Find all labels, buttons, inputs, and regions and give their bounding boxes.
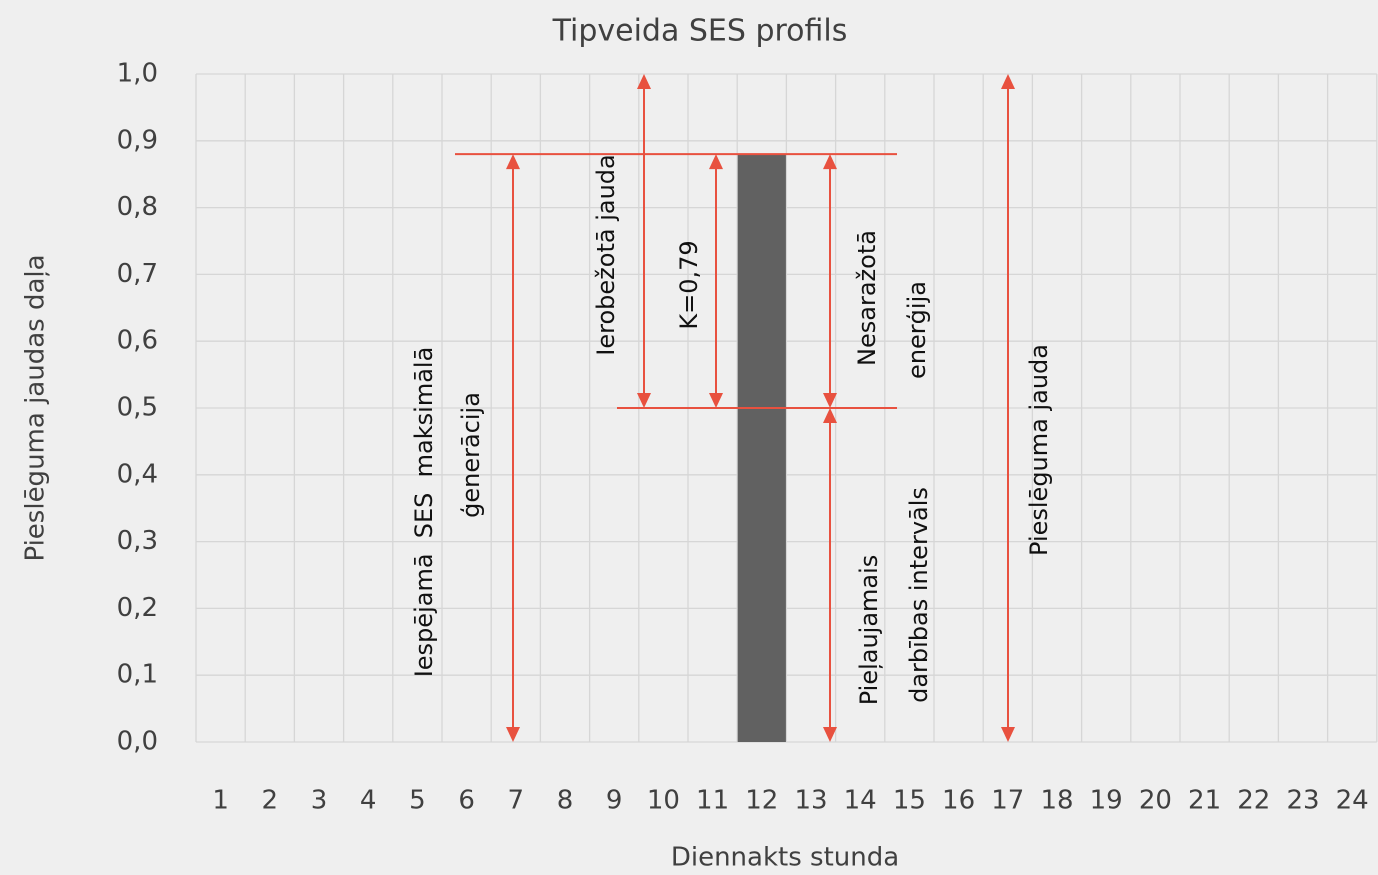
y-tick-label: 0,3 [117, 526, 158, 556]
y-tick-label: 0,2 [117, 593, 158, 623]
x-tick-label: 5 [409, 786, 426, 816]
arrowhead [506, 727, 520, 742]
arrowhead [637, 74, 651, 89]
y-tick-label: 0,1 [117, 660, 158, 690]
x-tick-label: 23 [1286, 786, 1319, 816]
x-tick-label: 8 [557, 786, 574, 816]
x-tick-label: 6 [458, 786, 475, 816]
x-axis-title: Diennakts stunda [671, 843, 899, 873]
y-tick-label: 0,6 [117, 326, 158, 356]
arrowhead [823, 393, 837, 408]
annotation-text: ģenerācija [457, 392, 485, 518]
annotation-text: Ierobežotā jauda [592, 154, 620, 355]
arrowhead [823, 727, 837, 742]
x-tick-label: 14 [844, 786, 877, 816]
x-tick-label: 21 [1188, 786, 1221, 816]
y-tick-label: 0,7 [117, 259, 158, 289]
chart-title: Tipveida SES profils [552, 14, 848, 49]
x-tick-label: 11 [696, 786, 729, 816]
arrowhead [709, 154, 723, 170]
x-tick-label: 2 [262, 786, 279, 816]
x-tick-label: 15 [893, 786, 926, 816]
y-tick-label: 0,9 [117, 125, 158, 155]
x-tick-label: 10 [647, 786, 680, 816]
x-tick-label: 13 [794, 786, 827, 816]
arrowhead [637, 393, 651, 408]
y-axis-title: Pieslēguma jaudas daļa [21, 254, 51, 561]
annotation-text: Pieslēguma jauda [1025, 344, 1053, 556]
arrowhead [1001, 74, 1015, 89]
x-tick-label: 9 [606, 786, 623, 816]
x-tick-label: 7 [508, 786, 525, 816]
y-tick-label: 0,5 [117, 393, 158, 423]
x-tick-label: 12 [745, 786, 778, 816]
x-tick-label: 1 [212, 786, 229, 816]
x-tick-label: 3 [311, 786, 328, 816]
y-tick-label: 0,0 [117, 727, 158, 757]
y-tick-label: 1,0 [117, 59, 158, 89]
x-tick-label: 24 [1336, 786, 1369, 816]
annotation-text: darbības intervāls [905, 487, 933, 703]
x-tick-label: 4 [360, 786, 377, 816]
y-tick-label: 0,8 [117, 192, 158, 222]
arrowhead [709, 393, 723, 408]
x-tick-label: 16 [942, 786, 975, 816]
x-tick-label: 20 [1139, 786, 1172, 816]
x-tick-label: 17 [991, 786, 1024, 816]
bar [737, 154, 786, 742]
annotation-text: enerģija [903, 281, 931, 379]
arrowhead [823, 154, 837, 170]
x-tick-label: 22 [1237, 786, 1270, 816]
x-tick-label: 18 [1040, 786, 1073, 816]
y-tick-label: 0,4 [117, 459, 158, 489]
arrowhead [506, 154, 520, 170]
annotation-text: K=0,79 [675, 240, 703, 329]
x-tick-label: 19 [1090, 786, 1123, 816]
annotation-text: Iespējamā SES maksimālā [410, 347, 438, 678]
annotation-text: Pieļaujamais [855, 555, 883, 706]
annotation-text: Nesaražotā [853, 230, 881, 366]
arrowhead [823, 408, 837, 423]
arrowhead [1001, 727, 1015, 742]
